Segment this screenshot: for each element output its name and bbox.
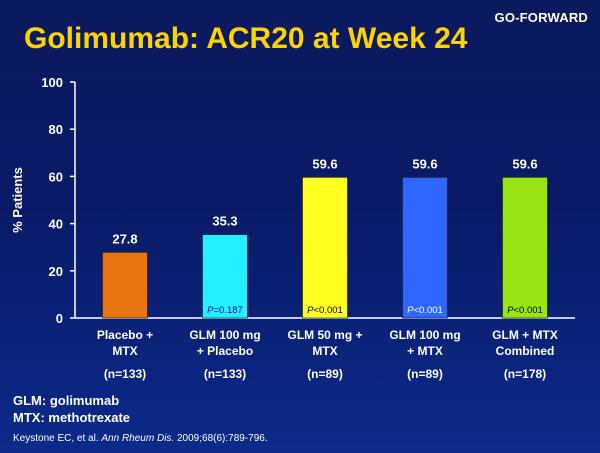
x-category-label: + Placebo — [197, 344, 253, 358]
study-tag: GO-FORWARD — [494, 10, 588, 25]
x-category-label: GLM + MTX — [492, 328, 558, 342]
y-tick-label: 60 — [49, 169, 63, 184]
x-category-label: GLM 100 mg — [189, 328, 260, 342]
x-category-label: + MTX — [407, 344, 443, 358]
x-category-label: (n=89) — [407, 367, 443, 381]
bar-value-label: 59.6 — [312, 156, 337, 171]
abbreviation-legend: GLM: golimumab MTX: methotrexate — [13, 392, 130, 426]
bar-value-label: 59.6 — [512, 156, 537, 171]
y-tick-label: 20 — [49, 264, 63, 279]
abbrev-mtx: MTX: methotrexate — [13, 410, 131, 425]
x-category-label: (n=178) — [504, 367, 546, 381]
p-value-label: P<0.001 — [307, 305, 343, 316]
bar-value-label: 35.3 — [212, 214, 237, 229]
bar-value-label: 59.6 — [412, 156, 437, 171]
bar — [202, 234, 248, 319]
bar-value-label: 27.8 — [112, 231, 137, 246]
citation-authors: Keystone EC, et al. — [13, 433, 99, 444]
p-value-label: P<0.001 — [507, 305, 543, 316]
x-category-label: GLM 100 mg — [389, 328, 460, 342]
slide-title: Golimumab: ACR20 at Week 24 — [24, 22, 468, 55]
bar — [502, 177, 548, 319]
y-tick-label: 40 — [49, 217, 63, 232]
x-category-label: GLM 50 mg + — [287, 328, 362, 342]
x-category-label: (n=133) — [204, 367, 246, 381]
x-category-label: Combined — [496, 344, 555, 358]
p-value-label: P<0.001 — [407, 305, 443, 316]
citation-journal: Ann Rheum Dis. — [101, 433, 175, 444]
y-tick-label: 100 — [41, 75, 63, 90]
citation: Keystone EC, et al. Ann Rheum Dis. 2009;… — [13, 433, 268, 444]
p-value-label: P=0.187 — [207, 305, 243, 316]
x-category-label: (n=133) — [104, 367, 146, 381]
abbrev-glm: GLM: golimumab — [13, 393, 120, 408]
bar — [102, 252, 148, 319]
y-tick-label: 80 — [49, 122, 63, 137]
bar — [402, 177, 448, 319]
x-category-label: Placebo + — [97, 328, 153, 342]
x-category-label: (n=89) — [307, 367, 343, 381]
x-category-label: MTX — [112, 344, 137, 358]
citation-details: 2009;68(6):789-796. — [176, 433, 268, 444]
y-tick-label: 0 — [56, 311, 63, 326]
bar — [302, 177, 348, 319]
y-axis-title: % Patients — [10, 167, 25, 233]
x-category-label: MTX — [312, 344, 337, 358]
